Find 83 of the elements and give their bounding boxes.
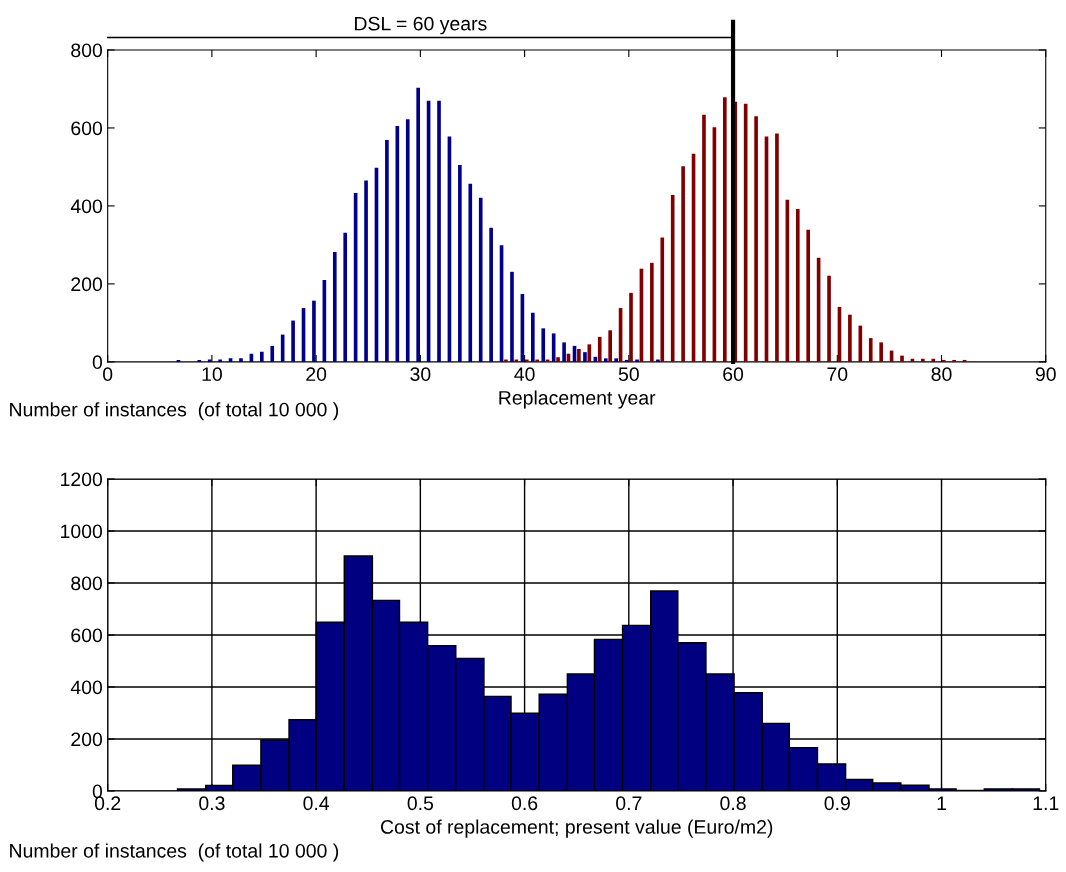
bar — [562, 342, 566, 362]
bar — [879, 342, 883, 362]
x-axis-title: Replacement year — [499, 390, 656, 409]
text: Number of instances (of total 10 000 ) — [10, 843, 339, 862]
bar — [478, 197, 483, 362]
x-tick-label: 0.9 — [824, 796, 850, 811]
bar — [670, 195, 675, 362]
y-tick-label: 400 — [70, 680, 103, 695]
bar — [437, 100, 441, 362]
x-tick-label: 10 — [202, 367, 222, 382]
x-tick-label: 0.8 — [720, 796, 746, 811]
ref-line-label: DSL = 60 years — [355, 16, 487, 35]
y-tick-label: 200 — [71, 277, 103, 292]
bar — [921, 358, 925, 362]
bar — [541, 328, 546, 362]
x-tick-label: 0.4 — [303, 796, 330, 811]
bar — [312, 300, 316, 362]
bar — [614, 358, 619, 362]
x-tick-label: 0 — [103, 367, 113, 382]
bar — [510, 271, 514, 362]
bar — [868, 338, 873, 362]
x-tick-label: 1 — [937, 796, 946, 810]
bar — [489, 227, 493, 362]
x-tick-label: 0.5 — [407, 796, 434, 811]
bar — [603, 358, 608, 362]
bar — [597, 336, 602, 362]
bar — [416, 87, 420, 362]
bar — [702, 114, 706, 362]
x-tick-label: 60 — [723, 367, 744, 382]
bar — [848, 314, 852, 362]
bar — [858, 325, 863, 362]
y-tick-label: 800 — [71, 43, 103, 58]
x-tick-label: 50 — [618, 367, 639, 382]
x-tick-label: 80 — [931, 367, 952, 382]
bar — [577, 349, 581, 362]
y-tick-label: 600 — [71, 628, 103, 643]
bar — [754, 116, 758, 362]
bar — [260, 351, 264, 362]
y-tick-label: 800 — [71, 576, 103, 591]
bar — [722, 97, 727, 362]
x-tick-label: 40 — [514, 367, 535, 382]
y-tick-label: 1200 — [61, 472, 103, 487]
text: Number of instances (of total 10 000 ) — [10, 402, 339, 421]
bar — [364, 180, 368, 362]
bar — [583, 352, 587, 362]
x-tick-label: 0.6 — [511, 796, 538, 811]
bar — [291, 320, 295, 362]
bar — [385, 140, 389, 362]
y-tick-label: 600 — [71, 121, 103, 136]
x-tick-label: 90 — [1035, 367, 1056, 382]
bar — [587, 344, 592, 362]
bar — [660, 237, 665, 362]
y-tick-label: 400 — [70, 199, 103, 214]
x-tick-label: 30 — [410, 367, 431, 382]
bar — [629, 292, 633, 362]
bar — [681, 166, 685, 362]
bar — [556, 357, 560, 362]
bar — [795, 209, 800, 362]
bar — [931, 358, 936, 362]
x-tick-label: 0.7 — [616, 796, 642, 811]
x-tick-label: 70 — [827, 367, 848, 382]
y-tick-label: 200 — [71, 732, 103, 747]
y-tick-label: 1000 — [61, 524, 103, 539]
bar — [405, 119, 410, 362]
x-tick-label: 1.1 — [1033, 796, 1059, 810]
bar — [827, 275, 831, 362]
x-tick-label: 0.3 — [199, 796, 225, 811]
bar — [270, 345, 275, 362]
bar — [806, 229, 811, 362]
bar — [775, 133, 779, 362]
bar — [531, 312, 535, 362]
bar — [650, 262, 654, 362]
bar — [239, 358, 243, 362]
bar — [332, 251, 337, 362]
x-axis-title: Cost of replacement; present value (Euro/m2) — [381, 819, 773, 838]
bar — [468, 183, 473, 362]
bar — [458, 164, 462, 362]
bar — [228, 358, 233, 362]
y-tick-label: 0 — [92, 355, 103, 370]
bar — [608, 330, 612, 362]
x-tick-label: 20 — [306, 367, 327, 382]
bar — [343, 232, 348, 362]
bar — [900, 355, 904, 362]
